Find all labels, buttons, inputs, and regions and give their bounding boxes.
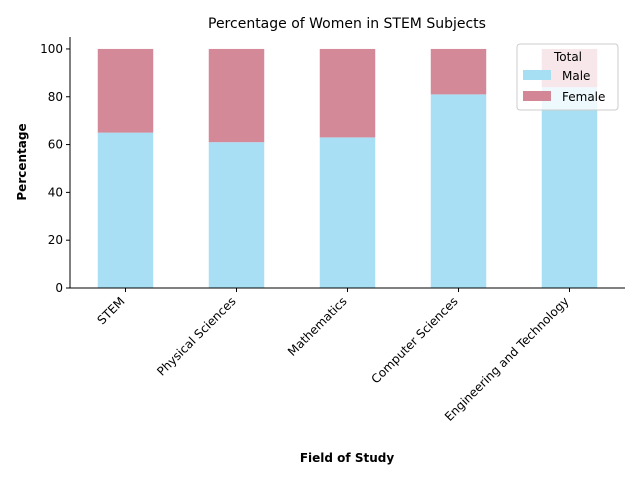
- x-tick-label: STEM: [94, 294, 127, 327]
- legend-label-female: Female: [562, 90, 605, 104]
- bar-male: [541, 87, 598, 288]
- bar-male: [430, 94, 487, 288]
- x-tick-label: Mathematics: [285, 294, 350, 359]
- x-axis-title: Field of Study: [300, 451, 394, 465]
- bar-male: [97, 132, 154, 288]
- y-tick-label: 20: [48, 233, 63, 247]
- y-tick-label: 60: [48, 138, 63, 152]
- legend-swatch-female: [523, 91, 551, 101]
- legend-swatch-male: [523, 70, 551, 80]
- x-tick-label: Computer Sciences: [369, 294, 461, 386]
- bar-female: [208, 48, 265, 143]
- y-tick-label: 0: [55, 281, 63, 295]
- y-ticks: 0 20 40 60 80 100: [40, 42, 70, 295]
- y-tick-label: 40: [48, 185, 63, 199]
- bar-male: [208, 142, 265, 288]
- x-ticks: STEM Physical Sciences Mathematics Computer…: [94, 288, 572, 424]
- bar-female: [430, 48, 487, 95]
- chart-title: Percentage of Women in STEM Subjects: [208, 16, 486, 32]
- x-tick-label: Engineering and Technology: [442, 294, 572, 424]
- bar-male: [319, 137, 376, 288]
- bars-layer: [97, 48, 598, 288]
- legend-label-male: Male: [562, 69, 590, 83]
- y-axis-title: Percentage: [15, 123, 29, 200]
- legend: Total Male Female: [516, 43, 619, 111]
- y-tick-label: 100: [40, 42, 63, 56]
- y-tick-label: 80: [48, 90, 63, 104]
- legend-title: Total: [553, 50, 582, 64]
- x-tick-label: Physical Sciences: [154, 294, 238, 378]
- bar-female: [97, 48, 154, 133]
- bar-female: [319, 48, 376, 138]
